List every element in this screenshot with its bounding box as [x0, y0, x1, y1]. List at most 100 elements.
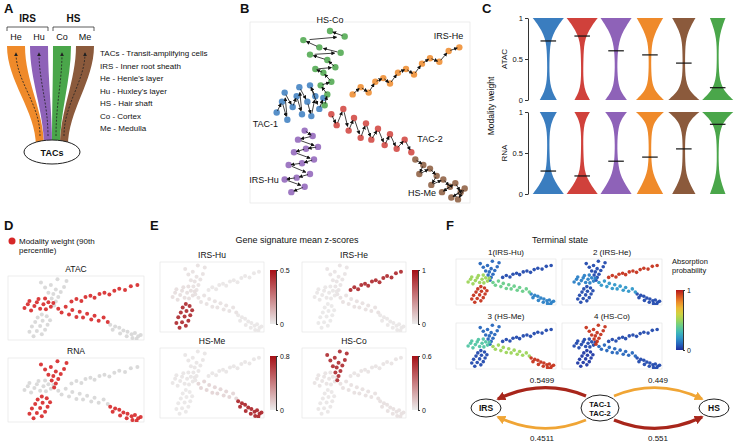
point [600, 283, 604, 287]
point [361, 387, 365, 391]
velocity-arrow [306, 131, 311, 135]
violin [636, 18, 664, 100]
point [581, 297, 585, 301]
point [85, 394, 89, 398]
point [210, 305, 214, 309]
point [248, 275, 252, 279]
tick-mark [525, 194, 528, 195]
point [642, 330, 646, 334]
point [205, 302, 209, 306]
velocity-arrow [361, 126, 364, 135]
key-entry: He - Henle's layer [100, 74, 164, 83]
point [40, 394, 44, 398]
point [352, 391, 356, 395]
point [56, 295, 60, 299]
point [320, 326, 324, 330]
point [330, 313, 334, 317]
point [219, 301, 223, 305]
point [365, 89, 371, 95]
point [480, 289, 484, 293]
point [222, 394, 226, 398]
point [349, 288, 353, 292]
point [518, 286, 522, 290]
point [491, 281, 495, 285]
median [710, 87, 726, 88]
point [74, 379, 78, 383]
point [642, 358, 646, 362]
colorbar [412, 270, 418, 324]
tick: 0.5 [276, 267, 290, 274]
point [316, 44, 322, 50]
point [580, 290, 584, 294]
point [356, 287, 360, 291]
point [347, 302, 351, 306]
point [638, 268, 642, 272]
point [374, 278, 378, 282]
median [642, 54, 658, 55]
point [318, 384, 322, 388]
point [587, 360, 591, 364]
point [542, 361, 546, 365]
point [576, 297, 580, 301]
velocity-arrow [325, 74, 330, 80]
panel-title: Terminal state [532, 235, 588, 245]
flow-arrow [614, 388, 702, 399]
point [648, 361, 652, 365]
velocity-arrow [456, 184, 459, 190]
point [655, 302, 659, 305]
point [40, 332, 44, 336]
point [588, 281, 592, 285]
point [113, 325, 117, 329]
point [303, 146, 309, 152]
point [108, 405, 112, 409]
point [234, 310, 238, 314]
point [93, 296, 97, 300]
point [196, 296, 200, 300]
point [634, 290, 638, 294]
point [327, 377, 331, 381]
velocity-arrow [307, 42, 317, 47]
point [541, 364, 545, 368]
velocity-arrow [288, 181, 301, 186]
point [541, 300, 545, 304]
tick-mark [418, 270, 420, 271]
velocity-arrow [285, 98, 287, 116]
point [552, 364, 556, 368]
point [497, 261, 501, 265]
point [43, 368, 47, 372]
point [584, 281, 588, 285]
plot-frame [8, 358, 144, 422]
plot-frame [562, 323, 662, 369]
point [461, 185, 467, 191]
point [583, 338, 587, 342]
point [419, 60, 425, 66]
point [635, 271, 639, 275]
point [97, 292, 101, 296]
point [484, 340, 488, 344]
velocity-arrow [312, 100, 315, 113]
point [466, 344, 470, 348]
axis-line [418, 357, 419, 411]
point [41, 384, 45, 388]
point [599, 333, 603, 337]
point [325, 353, 329, 357]
point [357, 392, 361, 396]
tick-label: 0 [422, 321, 426, 328]
point [196, 264, 200, 268]
point [32, 334, 36, 338]
point [349, 374, 353, 378]
point [495, 329, 499, 333]
point [326, 324, 330, 328]
point [338, 283, 342, 287]
velocity-arrow [349, 120, 352, 128]
point [224, 370, 228, 374]
point [281, 176, 287, 182]
tick-label: 0 [519, 96, 523, 105]
point [338, 369, 342, 373]
point [583, 274, 587, 278]
point [244, 409, 248, 413]
point [318, 298, 322, 302]
point [321, 310, 325, 314]
point [361, 301, 365, 305]
tick-mark [525, 153, 528, 154]
